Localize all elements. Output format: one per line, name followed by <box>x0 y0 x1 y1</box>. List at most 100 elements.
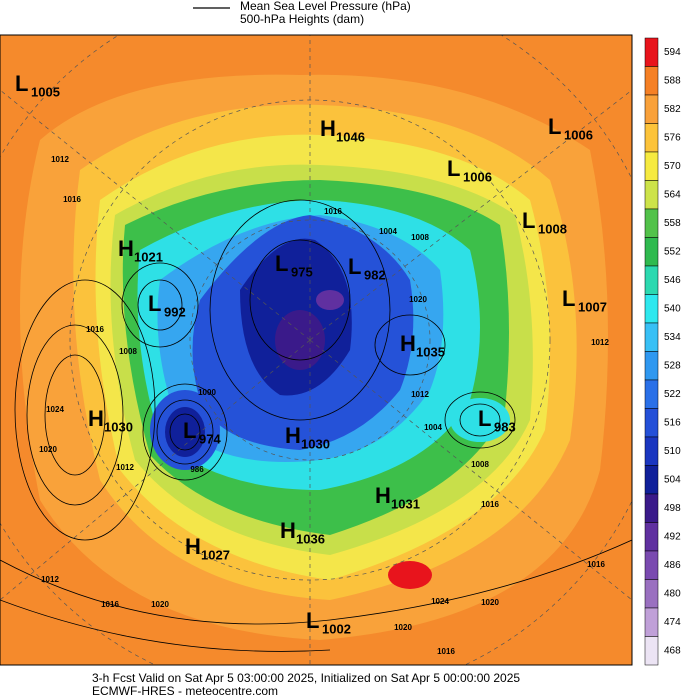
colorbar-label: 468 <box>664 645 681 656</box>
contour-label: 1012 <box>41 575 59 584</box>
pressure-center-value: 1030 <box>104 419 133 434</box>
pressure-center-value: 1007 <box>578 299 607 314</box>
pressure-center-letter: L <box>348 254 361 279</box>
pressure-center-value: 1027 <box>201 547 230 562</box>
colorbar-swatch <box>644 351 659 381</box>
colorbar-label: 588 <box>664 75 681 86</box>
colorbar-swatch <box>644 465 659 495</box>
colorbar-swatch <box>644 123 659 153</box>
colorbar-label: 474 <box>664 617 681 628</box>
contour-label: 1012 <box>411 390 429 399</box>
pressure-center-letter: H <box>320 116 336 141</box>
colorbar-swatch <box>644 636 659 666</box>
pressure-center-letter: H <box>118 236 134 261</box>
contour-label: 1024 <box>46 405 64 414</box>
pressure-center-letter: H <box>400 331 416 356</box>
pressure-center-value: 1008 <box>538 221 567 236</box>
contour-label: 1020 <box>39 445 57 454</box>
pressure-center-value: 1036 <box>296 531 325 546</box>
contour-label: 1000 <box>198 388 216 397</box>
pressure-center-letter: H <box>285 423 301 448</box>
colorbar-label: 564 <box>664 189 681 200</box>
contour-label: 1008 <box>119 347 137 356</box>
colorbar-swatch <box>644 579 659 609</box>
pressure-center-letter: L <box>478 406 491 431</box>
contour-label: 1016 <box>101 600 119 609</box>
pressure-center-value: 1002 <box>322 621 351 636</box>
legend-fill-label: 500-hPa Heights (dam) <box>240 12 364 26</box>
colorbar-label: 486 <box>664 560 681 571</box>
pressure-center-letter: L <box>522 208 535 233</box>
pressure-center-letter: L <box>183 418 196 443</box>
contour-label: 1004 <box>424 423 442 432</box>
pressure-center-letter: L <box>562 286 575 311</box>
colorbar-label: 552 <box>664 246 681 257</box>
contour-label: 1020 <box>394 623 412 632</box>
colorbar: 594 588 582 576 570 564 558 552 546 540 534 528 522 5… <box>644 37 681 666</box>
pressure-center-value: 1035 <box>416 344 445 359</box>
pressure-center-value: 1006 <box>463 169 492 184</box>
colorbar-swatch <box>644 37 659 67</box>
colorbar-swatch <box>644 550 659 580</box>
colorbar-swatch <box>644 66 659 96</box>
colorbar-label: 510 <box>664 446 681 457</box>
pressure-center-value: 992 <box>164 304 186 319</box>
pressure-center-letter: L <box>15 71 28 96</box>
contour-label: 1016 <box>587 560 605 569</box>
contour-label: 1008 <box>411 233 429 242</box>
footer-source: ECMWF-HRES - meteocentre.com <box>92 684 278 698</box>
pressure-center-letter: L <box>548 114 561 139</box>
pressure-center-value: 975 <box>291 264 313 279</box>
pressure-center-value: 1031 <box>391 496 420 511</box>
pressure-center-letter: L <box>306 608 319 633</box>
pressure-center-letter: L <box>275 251 288 276</box>
colorbar-swatch <box>644 151 659 181</box>
colorbar-swatch <box>644 379 659 409</box>
contour-label: 1012 <box>116 463 134 472</box>
colorbar-swatch <box>644 322 659 352</box>
colorbar-label: 582 <box>664 104 681 115</box>
pressure-center-letter: H <box>185 534 201 559</box>
contour-label: 1016 <box>437 647 455 656</box>
pressure-center-value: 1030 <box>301 436 330 451</box>
contour-label: 1004 <box>379 227 397 236</box>
colorbar-label: 540 <box>664 303 681 314</box>
colorbar-label: 498 <box>664 503 681 514</box>
colorbar-label: 570 <box>664 161 681 172</box>
colorbar-swatch <box>644 607 659 637</box>
colorbar-label: 534 <box>664 332 681 343</box>
map-frame <box>0 34 633 666</box>
pressure-center-letter: H <box>375 483 391 508</box>
legend-line-label: Mean Sea Level Pressure (hPa) <box>240 0 411 13</box>
contour-label: 1020 <box>409 295 427 304</box>
contour-label: 1024 <box>431 597 449 606</box>
pressure-center-letter: H <box>88 406 104 431</box>
pressure-center-value: 982 <box>364 267 386 282</box>
contour-label: 1016 <box>324 207 342 216</box>
contour-label: 1020 <box>151 600 169 609</box>
colorbar-swatch <box>644 436 659 466</box>
pressure-center-value: 1006 <box>564 127 593 142</box>
colorbar-swatch <box>644 265 659 295</box>
colorbar-swatch <box>644 493 659 523</box>
pressure-center-letter: L <box>148 291 161 316</box>
contour-label: 1012 <box>591 338 609 347</box>
pressure-center-value: 974 <box>199 431 221 446</box>
colorbar-swatch <box>644 294 659 324</box>
colorbar-label: 480 <box>664 588 681 599</box>
pressure-center-value: 1046 <box>336 129 365 144</box>
colorbar-swatch <box>644 237 659 267</box>
colorbar-label: 576 <box>664 132 681 143</box>
colorbar-swatch <box>644 180 659 210</box>
colorbar-label: 528 <box>664 360 681 371</box>
contour-label: 986 <box>190 465 204 474</box>
pressure-center-value: 983 <box>494 419 516 434</box>
colorbar-label: 558 <box>664 218 681 229</box>
colorbar-label: 516 <box>664 417 681 428</box>
colorbar-label: 522 <box>664 389 681 400</box>
colorbar-label: 594 <box>664 47 681 58</box>
colorbar-swatch <box>644 408 659 438</box>
colorbar-label: 492 <box>664 531 681 542</box>
pressure-center-value: 1005 <box>31 84 60 99</box>
